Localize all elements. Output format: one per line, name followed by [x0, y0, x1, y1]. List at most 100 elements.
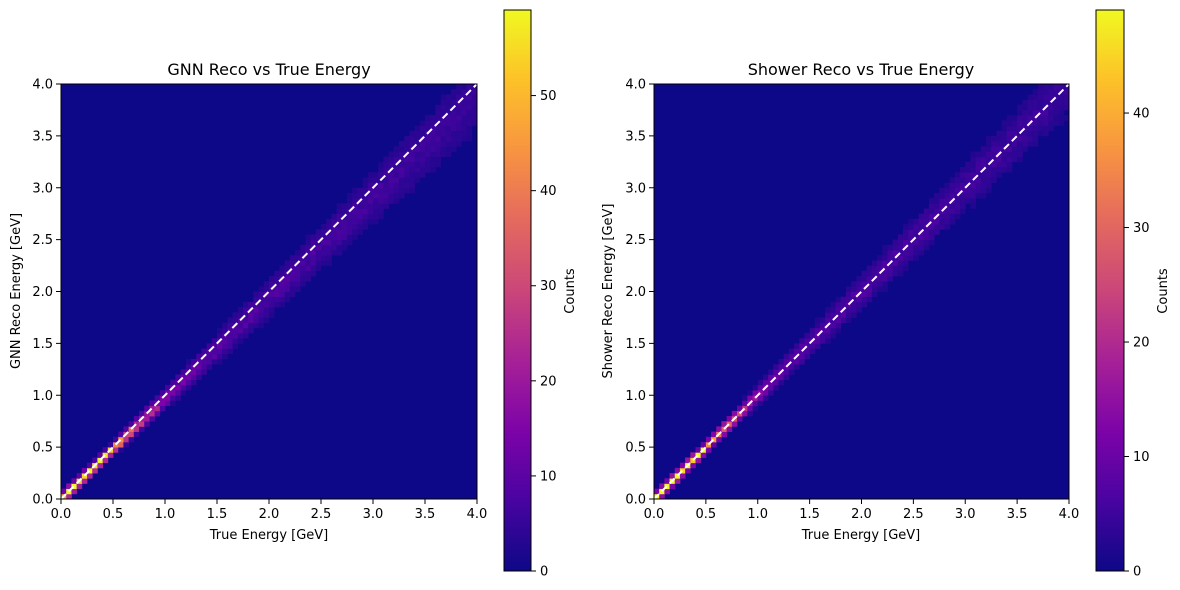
- heatmap-cell: [903, 239, 909, 246]
- heatmap-cell: [170, 395, 176, 401]
- heatmap-cell: [814, 322, 821, 329]
- heatmap-cell: [1037, 115, 1044, 121]
- heatmap-cell: [892, 265, 899, 272]
- heatmap-cell: [295, 275, 301, 282]
- heatmap-cell: [352, 234, 358, 241]
- heatmap-cell: [471, 120, 478, 126]
- heatmap-cell: [331, 244, 337, 251]
- heatmap-cell: [897, 270, 904, 277]
- heatmap-cell: [383, 167, 389, 173]
- heatmap-cell: [944, 213, 951, 220]
- heatmap-cell: [102, 457, 109, 464]
- heatmap-cell: [383, 161, 389, 168]
- heatmap-cell: [877, 286, 883, 292]
- heatmap-cell: [154, 395, 161, 401]
- heatmap-cell: [341, 234, 348, 241]
- heatmap-cell: [991, 156, 997, 163]
- heatmap-cell: [1032, 141, 1039, 147]
- heatmap-cell: [659, 493, 665, 500]
- x-tick-label: 4.0: [1059, 507, 1080, 522]
- heatmap-cell: [310, 255, 317, 261]
- heatmap-cell: [191, 358, 197, 365]
- heatmap-cell: [1058, 94, 1065, 100]
- heatmap-cell: [352, 192, 358, 199]
- chart-title: Shower Reco vs True Energy: [748, 60, 975, 79]
- heatmap-cell: [243, 317, 249, 324]
- heatmap-cell: [996, 161, 1002, 168]
- x-tick-label: 1.5: [207, 507, 228, 522]
- heatmap-cell: [809, 343, 816, 349]
- heatmap-cell: [1027, 115, 1034, 121]
- heatmap-cell: [315, 255, 322, 261]
- heatmap-cell: [1032, 130, 1039, 137]
- identity-reference-line: [653, 83, 1070, 500]
- heatmap-cell: [305, 250, 311, 256]
- heatmap-cell: [451, 130, 457, 137]
- heatmap-cell: [965, 167, 971, 173]
- heatmap-cell: [393, 177, 400, 183]
- heatmap-cell: [1048, 109, 1054, 116]
- heatmap-cell: [1006, 120, 1013, 126]
- heatmap-cell: [409, 172, 415, 178]
- heatmap-cell: [664, 488, 670, 495]
- heatmap-cell: [341, 208, 348, 215]
- heatmap-cell: [1037, 89, 1044, 95]
- heatmap-cell: [430, 146, 436, 152]
- heatmap-cell: [149, 405, 155, 412]
- heatmap-cell: [357, 187, 363, 194]
- colorbar-tick-label: 40: [1133, 107, 1150, 122]
- heatmap-cell: [393, 192, 400, 199]
- x-tick-label: 2.0: [259, 507, 280, 522]
- heatmap-cell: [861, 291, 868, 298]
- heatmap-cell: [243, 312, 249, 318]
- heatmap-cell: [1043, 130, 1049, 137]
- heatmap-cell: [1022, 146, 1028, 152]
- heatmap-cell: [825, 312, 831, 318]
- heatmap-cell: [383, 172, 389, 178]
- heatmap-cell: [279, 281, 285, 287]
- heatmap-cell: [1022, 120, 1028, 126]
- heatmap-cell: [845, 286, 852, 292]
- heatmap-cell: [461, 120, 467, 126]
- heatmap-cell: [367, 208, 374, 215]
- heatmap-cell: [388, 177, 395, 183]
- heatmap-cell: [892, 239, 899, 246]
- heatmap-cell: [944, 224, 951, 230]
- heatmap-cell: [373, 213, 379, 220]
- heatmap-cell: [347, 218, 353, 225]
- heatmap-cell: [825, 338, 831, 344]
- heatmap-cell: [960, 208, 966, 215]
- heatmap-cell: [383, 192, 389, 199]
- heatmap-cell: [845, 312, 852, 318]
- heatmap-cell: [336, 224, 343, 230]
- heatmap-cell: [928, 208, 935, 215]
- heatmap-cell: [1017, 141, 1023, 147]
- heatmap-cell: [960, 177, 966, 183]
- heatmap-cell: [975, 172, 982, 178]
- heatmap-cell: [1032, 125, 1039, 132]
- heatmap-cell: [861, 301, 868, 308]
- heatmap-cell: [279, 270, 285, 277]
- heatmap-cell: [466, 104, 473, 111]
- heatmap-cell: [1043, 94, 1049, 100]
- heatmap-cell: [118, 447, 124, 453]
- heatmap-cell: [331, 250, 337, 256]
- heatmap-cell: [341, 239, 348, 246]
- heatmap-cell: [284, 291, 291, 298]
- heatmap-cell: [1006, 167, 1013, 173]
- y-tick-label: 1.0: [625, 389, 646, 404]
- heatmap-cell: [1017, 104, 1023, 111]
- heatmap-cell: [326, 250, 332, 256]
- heatmap-cell: [362, 187, 369, 194]
- heatmap-cell: [980, 151, 987, 158]
- heatmap-cell: [851, 286, 857, 292]
- heatmap-cell: [679, 462, 686, 469]
- heatmap-cell: [310, 270, 317, 277]
- heatmap-cell: [1048, 125, 1054, 132]
- x-tick-label: 3.5: [415, 507, 436, 522]
- heatmap-cell: [747, 395, 753, 401]
- heatmap-cell: [970, 151, 977, 158]
- heatmap-cell: [970, 161, 977, 168]
- heatmap-cell: [960, 187, 966, 194]
- heatmap-cell: [414, 177, 421, 183]
